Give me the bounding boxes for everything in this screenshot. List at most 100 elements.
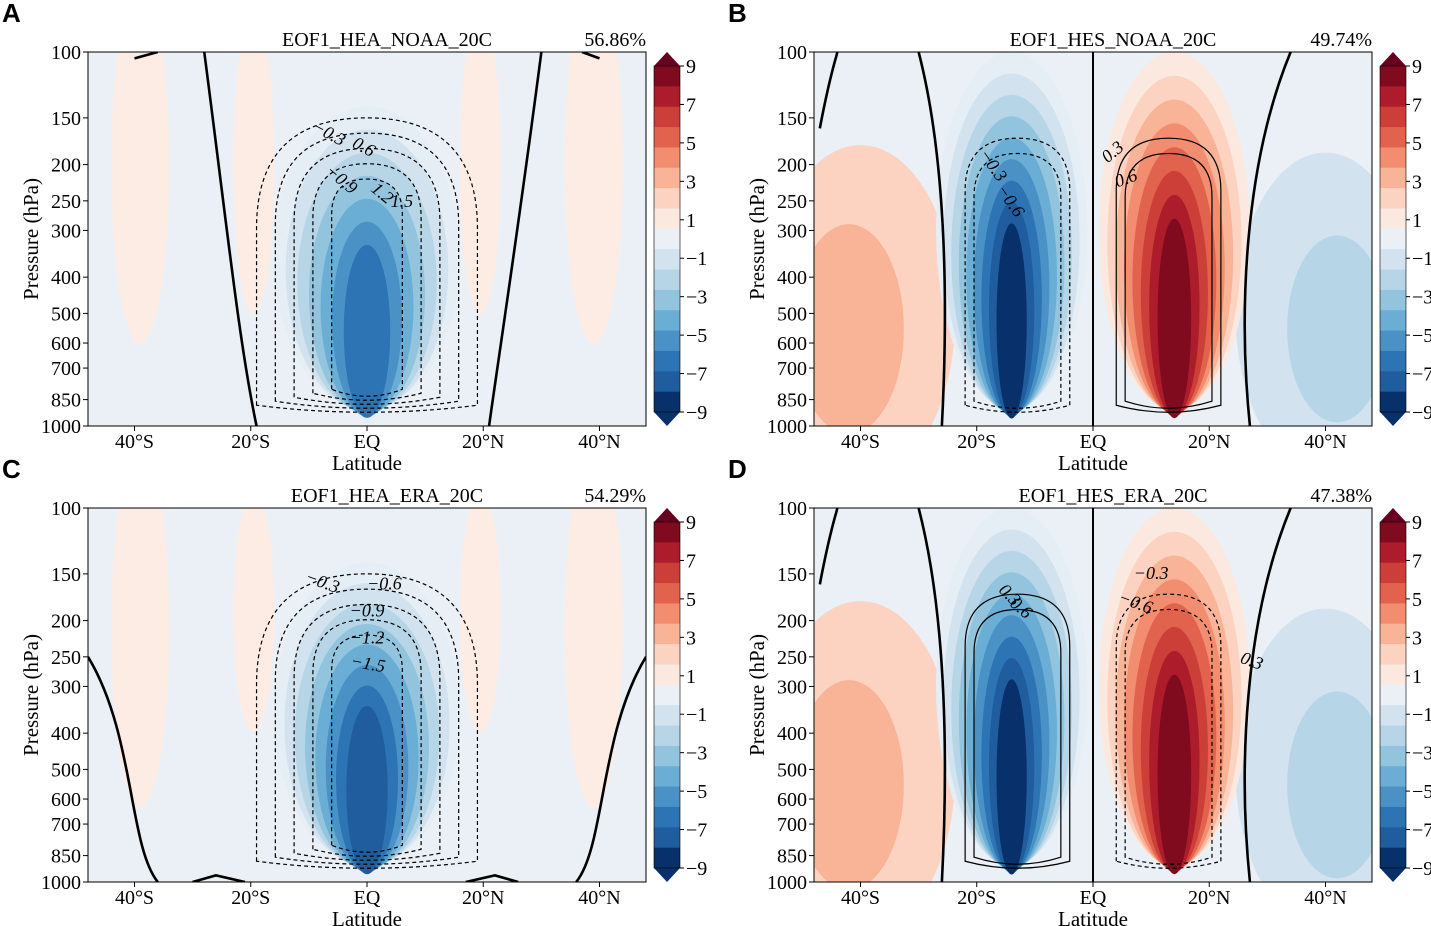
zero-line-sh <box>202 52 258 426</box>
colorbar-segment <box>654 167 680 189</box>
sh-negative-cell <box>936 52 1088 419</box>
equatorial-negative-cell <box>274 562 460 875</box>
colorbar-segment <box>654 269 680 291</box>
x-tick-label: 20°S <box>957 431 996 453</box>
colorbar-segment <box>1380 705 1406 727</box>
colorbar-tick-label: −1 <box>1412 248 1431 270</box>
colorbar-segment <box>654 664 680 686</box>
colorbar-tick-label: −7 <box>1412 364 1431 386</box>
side-positive-region <box>564 508 623 808</box>
colorbar-tick-label: 3 <box>1412 627 1422 649</box>
y-tick-label: 700 <box>777 814 807 836</box>
x-tick-label: 40°S <box>115 887 154 909</box>
colorbar-segment <box>654 350 680 372</box>
contour-line <box>1115 593 1222 869</box>
sh-outer-positive-core <box>814 680 904 882</box>
x-tick-label: EQ <box>1080 887 1107 909</box>
colorbar-segment <box>654 603 680 625</box>
y-tick-label: 150 <box>51 108 81 130</box>
y-tick-label: 600 <box>51 333 81 355</box>
zero-line-sh <box>917 508 947 882</box>
y-tick-label: 600 <box>51 789 81 811</box>
colorbar-segment <box>654 188 680 209</box>
colorbar-segment <box>1380 289 1406 311</box>
zero-lines <box>818 508 1292 882</box>
colorbar-segment <box>654 623 680 645</box>
colorbar-segment <box>654 147 680 169</box>
colorbar-tick-label: −1 <box>686 248 707 270</box>
contour-line <box>293 147 441 405</box>
y-tick-label: 200 <box>777 155 807 177</box>
panel-c: C EOF1_HEA_ERA_20C 54.29% 100 150 200 250 300 40… <box>2 454 707 926</box>
contour-label: −0.9 <box>350 600 385 620</box>
y-tick-label: 400 <box>777 267 807 289</box>
x-axis: 40°S 20°S EQ 20°N 40°N Latitude <box>841 882 1347 926</box>
colorbar-segment <box>654 391 680 413</box>
colorbar-segment <box>654 786 680 808</box>
y-tick-label: 400 <box>51 723 81 745</box>
colorbar-segment <box>654 745 680 767</box>
shade-level <box>346 705 388 875</box>
panel-letter: D <box>728 454 747 484</box>
colorbar-segment <box>1380 350 1406 372</box>
zero-lines <box>818 52 1292 426</box>
subtropical-positive-region <box>459 52 501 315</box>
y-tick-label: 500 <box>777 759 807 781</box>
colorbar-segment <box>1380 127 1406 148</box>
contour-line <box>331 178 403 397</box>
colorbar-tick-label: −7 <box>686 820 707 842</box>
x-axis: 40°S 20°S EQ 20°N 40°N Latitude <box>115 882 621 926</box>
colorbar-segment <box>654 725 680 747</box>
colorbar-frame <box>653 521 681 869</box>
colorbar-segment <box>1380 371 1406 393</box>
contour-line <box>1124 152 1213 409</box>
y-tick-label: 300 <box>51 676 81 698</box>
colorbar-tick-label: 5 <box>686 133 696 155</box>
zero-line-base-nh <box>465 874 519 882</box>
contour-line <box>331 634 403 853</box>
x-axis: 40°S 20°S EQ 20°N 40°N Latitude <box>115 426 621 475</box>
colorbar-tick-label: 5 <box>1412 589 1422 611</box>
zero-lines <box>134 52 600 426</box>
colorbar-tick-label: −1 <box>1412 704 1431 726</box>
x-tick-label: 40°S <box>841 431 880 453</box>
y-axis-label: Pressure (hPa) <box>745 178 769 300</box>
colorbar-tick-label: −9 <box>686 402 707 424</box>
y-tick-label: 600 <box>777 333 807 355</box>
colorbar-segment <box>1380 228 1406 250</box>
y-tick-label: 200 <box>777 611 807 633</box>
y-tick-label: 250 <box>51 647 81 669</box>
y-tick-label: 1000 <box>767 872 807 894</box>
colorbar-segment <box>654 522 680 543</box>
nh-outer-negative-core <box>1287 691 1372 879</box>
colorbar-tick-label: 9 <box>686 512 696 534</box>
variance-label: 49.74% <box>1310 29 1372 51</box>
colorbar-tick-label: 9 <box>1412 512 1422 534</box>
colorbar-segment <box>1380 86 1406 108</box>
y-axis-label: Pressure (hPa) <box>745 634 769 756</box>
y-tick-label: 1000 <box>41 872 81 894</box>
colorbar-segment <box>1380 786 1406 808</box>
colorbar-arrow-bottom <box>1380 412 1406 426</box>
x-axis-label: Latitude <box>332 907 402 926</box>
colorbar-segment <box>1380 269 1406 291</box>
contour-line <box>964 137 1071 413</box>
colorbar-tick-label: −3 <box>686 287 707 309</box>
colorbar-segment <box>654 289 680 311</box>
contour-line <box>312 163 422 401</box>
colorbar-segment <box>1380 66 1406 87</box>
panel-b: B EOF1_HES_NOAA_20C 49.74% 100 150 200 250 300 4… <box>728 0 1431 475</box>
y-tick-label: 600 <box>777 789 807 811</box>
plot-area <box>88 508 646 882</box>
colorbar-segment <box>654 583 680 604</box>
colorbar-segment <box>654 562 680 584</box>
colorbar-segment <box>654 330 680 352</box>
colorbar-tick-label: 7 <box>686 550 696 572</box>
colorbar-tick-label: 7 <box>1412 94 1422 116</box>
y-tick-label: 850 <box>777 846 807 868</box>
colorbar-tick-label: 3 <box>686 171 696 193</box>
y-tick-label: 150 <box>777 108 807 130</box>
colorbar-arrow-top <box>1380 508 1406 522</box>
x-tick-label: EQ <box>354 431 381 453</box>
y-tick-label: 850 <box>51 846 81 868</box>
